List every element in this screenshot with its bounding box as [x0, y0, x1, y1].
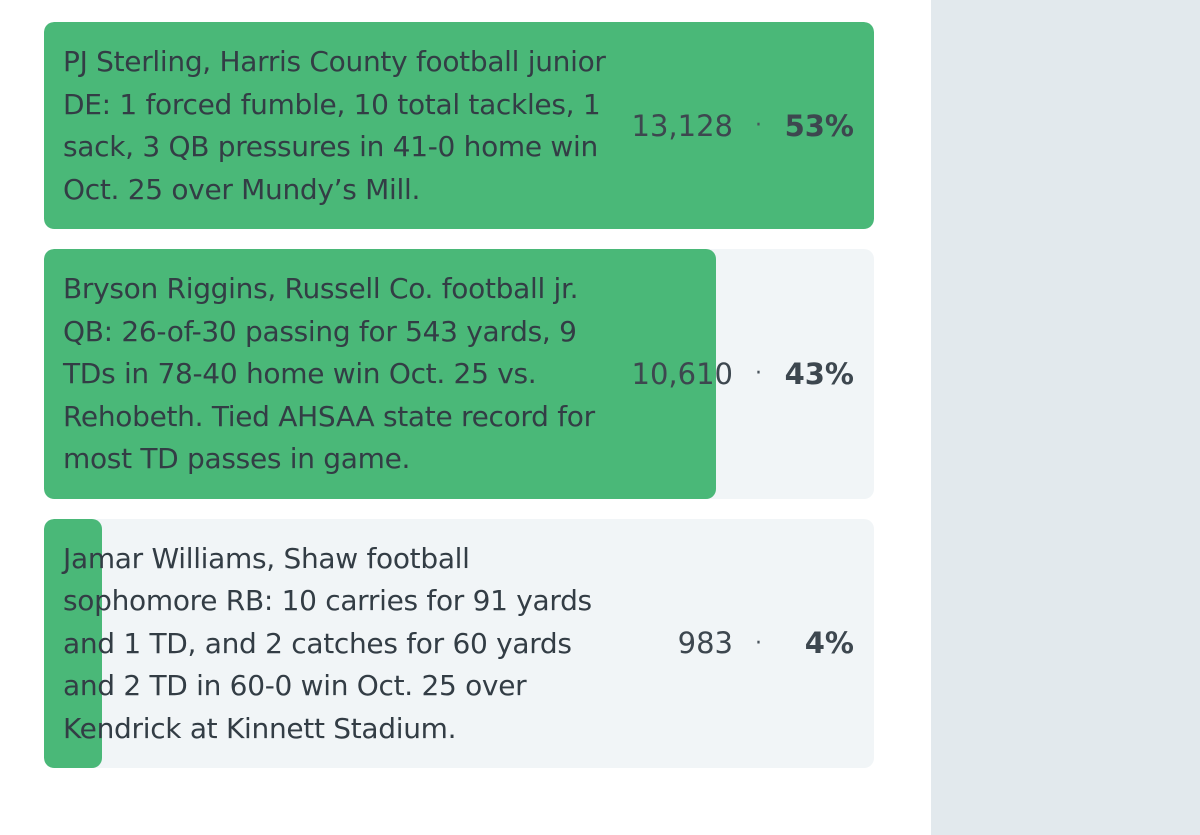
poll-option-votes: 10,610 — [631, 356, 733, 391]
poll-option-separator: · — [755, 630, 762, 656]
poll-option-percent: 53% — [784, 108, 854, 143]
poll-option-stats: 10,610 · 43% — [632, 357, 854, 391]
poll-option-stats: 983 · 4% — [678, 626, 854, 660]
poll-option-bar — [44, 518, 103, 768]
poll-option-text: PJ Sterling, Harris County football juni… — [63, 45, 606, 206]
poll-option-riggins[interactable]: Bryson Riggins, Russell Co. football jr.… — [44, 249, 874, 499]
right-sidebar — [931, 0, 1200, 835]
poll-option-stats: 13,128 · 53% — [632, 109, 854, 143]
poll-option-text: Jamar Williams, Shaw football sophomore … — [63, 541, 592, 745]
poll-option-bar — [44, 22, 874, 229]
poll-results: PJ Sterling, Harris County football juni… — [44, 22, 874, 788]
poll-option-votes: 13,128 — [631, 108, 733, 143]
poll-option-separator: · — [755, 361, 762, 387]
poll-option-percent: 4% — [804, 626, 854, 661]
poll-option-votes: 983 — [677, 626, 733, 661]
poll-option-sterling[interactable]: PJ Sterling, Harris County football juni… — [44, 22, 874, 229]
poll-option-percent: 43% — [784, 356, 854, 391]
poll-option-bar — [44, 249, 717, 499]
poll-option-separator: · — [755, 113, 762, 138]
poll-option-williams[interactable]: Jamar Williams, Shaw football sophomore … — [44, 518, 874, 768]
poll-option-text: Bryson Riggins, Russell Co. football jr.… — [63, 272, 595, 475]
